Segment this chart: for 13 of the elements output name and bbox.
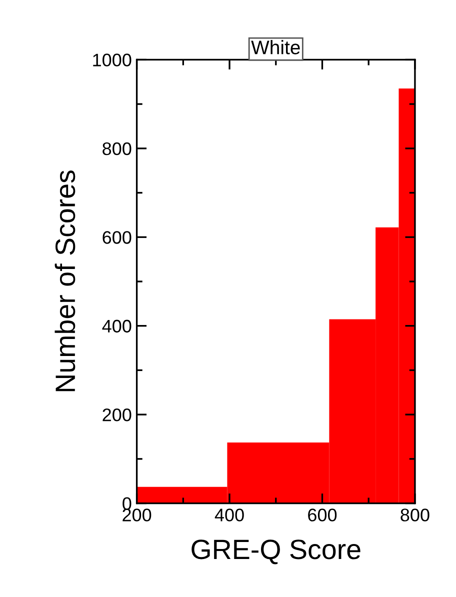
y-tick-label: 400: [102, 320, 132, 333]
x-tick-label: 600: [308, 508, 337, 522]
y-tick-label: 200: [102, 408, 132, 422]
y-tick-label: 1000: [93, 54, 132, 66]
x-axis-title: GRE-Q Score: [192, 540, 360, 564]
chart-title: White: [251, 40, 300, 54]
y-tick-label: 600: [102, 231, 132, 244]
x-tick-label: 200: [122, 508, 152, 522]
x-tick-label: 800: [400, 508, 430, 522]
y-axis-title: Number of Scores: [54, 170, 76, 392]
y-tick-label: 800: [102, 142, 132, 156]
y-tick-label: 0: [122, 497, 132, 510]
x-tick-label: 400: [214, 508, 244, 522]
